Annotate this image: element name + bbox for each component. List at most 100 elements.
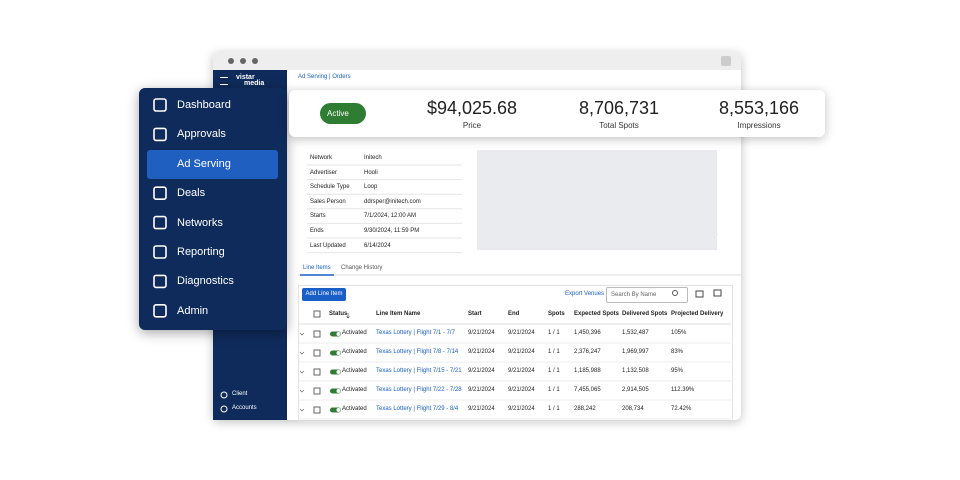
line-item-link[interactable]: Texas Lottery | Flight 7/29 - 8/4 [376,406,459,412]
line-item-link[interactable]: Texas Lottery | Flight 7/1 - 7/7 [376,330,455,336]
table-cell: Activated [342,349,367,355]
export-venues[interactable]: Export Venues [565,291,605,297]
stat-value: 8,553,166 [718,98,800,118]
detail-label: Starts [310,213,326,220]
table-cell: 9/21/2024 [508,387,535,393]
nav-item[interactable]: Admin [177,304,209,317]
row-checkbox [313,330,321,338]
detail-label: Advertiser [310,169,338,176]
detail-value: 9/30/2024, 11:59 PM [364,228,420,234]
menu-icon[interactable] [220,77,228,85]
table-cell: 9/21/2024 [508,330,535,336]
table-cell: 1 / 1 [548,330,560,336]
detail-value: Initech [364,155,382,161]
nav-item[interactable]: Approvals [177,128,226,141]
window-button [721,56,731,66]
logo-top: vistar [236,74,255,81]
expand-chevron [299,370,305,374]
detail-label: Ends [310,228,324,234]
table-cell: 9/21/2024 [468,368,495,374]
line-item-link[interactable]: Texas Lottery | Flight 7/15 - 7/21 [376,368,462,374]
table-header: Expected Spots [574,311,620,317]
nav-active-highlight [147,150,278,179]
nav-icon [153,274,167,289]
map[interactable] [477,150,717,250]
add-line-item-button[interactable]: Add Line Item [302,288,346,301]
table-cell: 9/21/2024 [508,349,535,355]
toggle-knob [336,408,341,412]
tab[interactable]: Line Items [303,265,331,271]
table-cell: 1,185,988 [574,368,601,374]
search-box[interactable]: Search By Name [606,287,688,303]
table-cell: 83% [671,349,684,355]
table-cell: 208,734 [622,406,644,412]
table-header: End [508,311,520,317]
expand-chevron [299,351,305,355]
nav-icon [153,127,167,142]
stat-value: $94,025.68 [426,98,518,118]
table-cell: 2,914,505 [622,387,649,393]
nav-item[interactable]: Diagnostics [177,275,234,288]
nav-item[interactable]: Dashboard [177,99,231,111]
stat-value: 8,706,731 [578,98,660,118]
tab[interactable]: Change History [341,265,383,271]
table-header: Start [468,311,482,317]
footer-icon [220,391,228,399]
detail-value: 7/1/2024, 12:00 AM [364,213,417,220]
detail-value: Loop [364,184,378,191]
detail-label: Network [310,155,333,161]
stat-label: Price [462,121,482,130]
sidebar-footer-item[interactable]: Client [232,391,248,397]
sidebar-footer-item[interactable]: Accounts [232,405,257,411]
line-item-link[interactable]: Texas Lottery | Flight 7/8 - 7/14 [376,349,459,355]
table-header: Delivered Spots [622,311,668,317]
footer-icon [220,405,228,413]
stat-label: Total Spots [599,121,639,130]
nav-item[interactable]: Ad Serving [177,157,231,170]
window-dot [228,58,234,64]
header-checkbox [313,310,321,318]
line-item-link[interactable]: Texas Lottery | Flight 7/22 - 7/28 [376,387,462,393]
table-header: Projected Delivery [671,311,724,317]
nav-icon [153,303,167,318]
table-header: Status [329,311,348,317]
nav-item[interactable]: Reporting [177,246,225,258]
nav-icon [153,186,167,200]
expand-chevron [299,332,305,336]
table-cell: 9/21/2024 [508,368,535,374]
table-cell: Activated [342,368,367,374]
table-cell: 72.42% [671,406,692,412]
column-icon [713,289,722,297]
table-cell: 105% [671,330,687,336]
expand-chevron [299,389,305,393]
table-cell: 9/21/2024 [508,406,535,412]
table-cell: Activated [342,330,367,336]
table-cell: Activated [342,406,367,412]
table-panel [298,285,733,422]
table-cell: 1,450,396 [574,330,601,336]
logo: vistar media [222,74,264,87]
breadcrumb[interactable]: Ad Serving | Orders [298,74,351,80]
table-cell: 9/21/2024 [468,349,495,355]
nav-item[interactable]: Deals [177,187,206,200]
table-cell: 1,532,487 [622,330,649,336]
toggle-knob [336,389,341,393]
toggle-knob [336,351,341,355]
table-cell: 9/21/2024 [468,406,495,412]
detail-label: Schedule Type [310,184,350,191]
row-checkbox [313,387,321,395]
nav-item[interactable]: Networks [177,216,223,229]
status-pill: Active [320,103,366,124]
stat-label: Impressions [737,121,781,130]
table-cell: 1,132,508 [622,368,649,374]
table-cell: 7,455,065 [574,387,601,393]
table-cell: 9/21/2024 [468,330,495,336]
expand-chevron [299,408,305,412]
detail-label: Sales Person [310,198,346,205]
table-cell: Activated [342,387,367,393]
window-dot [252,58,258,64]
table-cell: 9/21/2024 [468,387,495,393]
table-cell: 1 / 1 [548,406,560,412]
